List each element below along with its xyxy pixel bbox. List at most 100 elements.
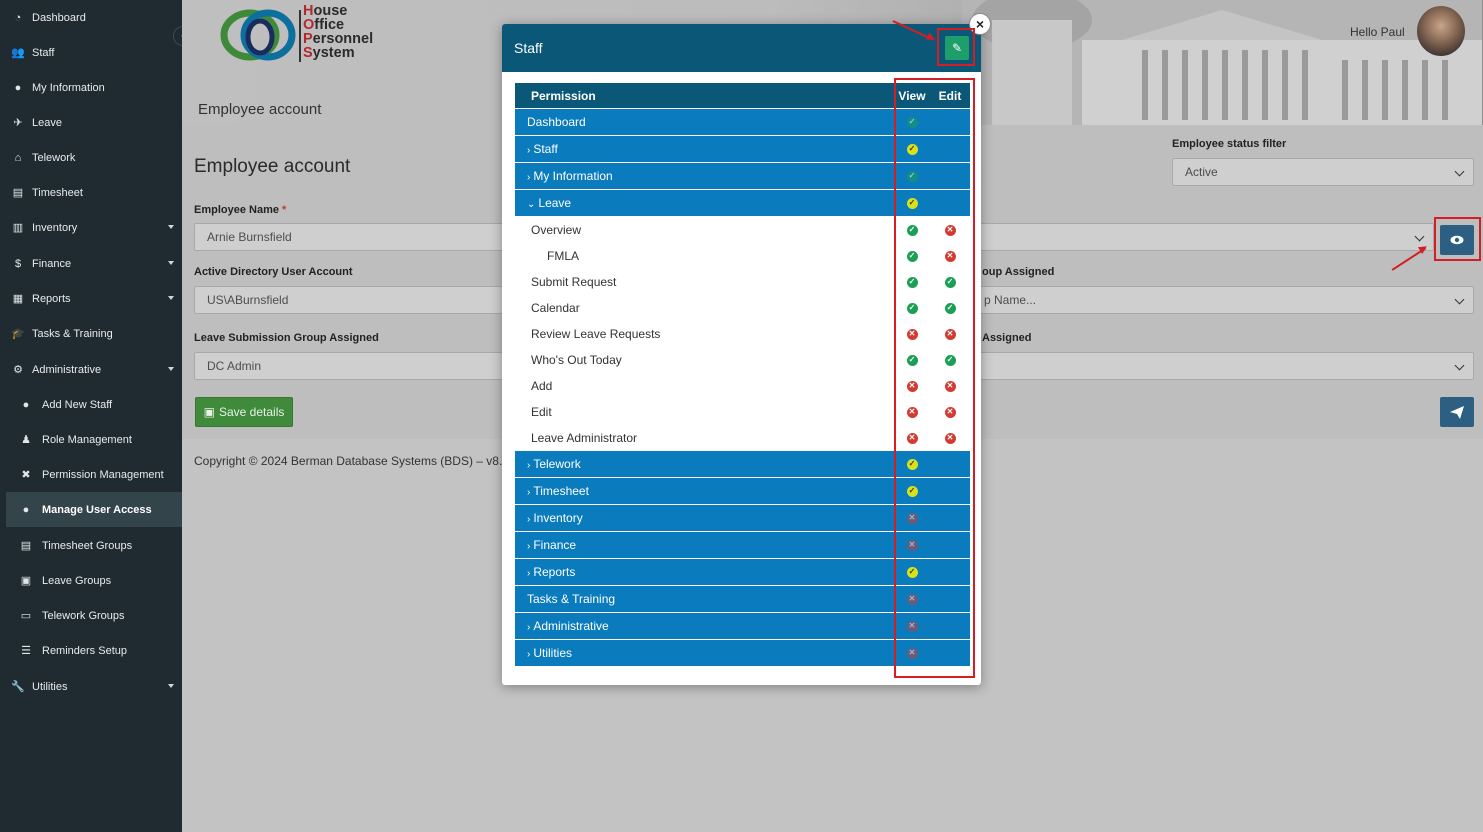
check-circle-icon[interactable]: ✓: [944, 276, 956, 288]
permission-label: Add: [531, 379, 553, 393]
modal-header: Staff ✎: [502, 24, 981, 72]
permission-name: Tasks & Training: [527, 592, 615, 606]
sidebar-item-dashboard[interactable]: ◔ Dashboard: [0, 0, 182, 35]
permission-label: Reports: [533, 565, 576, 579]
times-circle-icon[interactable]: ✕: [906, 380, 918, 392]
times-circle-icon[interactable]: ✕: [906, 647, 918, 659]
sidebar-item-staff[interactable]: 👥 Staff: [0, 35, 182, 70]
save-icon: ▣: [203, 405, 215, 419]
col-view: View: [898, 88, 926, 103]
sidebar-item-tasks-training[interactable]: 🎓 Tasks & Training: [0, 316, 182, 351]
sidebar-item-telework-groups[interactable]: ▭ Telework Groups: [0, 598, 182, 633]
sidebar-item-leave[interactable]: ✈ Leave: [0, 105, 182, 140]
leave-group-select[interactable]: DC Admin: [194, 352, 524, 380]
sidebar-item-permission-management[interactable]: ✖ Permission Management: [0, 457, 182, 492]
times-circle-icon[interactable]: ✕: [944, 432, 956, 444]
permission-label: Utilities: [533, 646, 573, 660]
sidebar-item-manage-user-access[interactable]: ● Manage User Access: [6, 492, 182, 527]
times-circle-icon[interactable]: ✕: [944, 380, 956, 392]
logo-initial: O: [303, 17, 315, 33]
chevron-down-icon: [1454, 166, 1465, 177]
view-cell: ✓: [898, 197, 926, 209]
sidebar-item-my-information[interactable]: ● My Information: [0, 70, 182, 105]
chart-icon: ▥: [12, 222, 24, 234]
times-circle-icon[interactable]: ✕: [906, 539, 918, 551]
assigned-select[interactable]: [977, 352, 1474, 380]
permission-name: Edit: [531, 405, 552, 419]
send-button[interactable]: [1440, 397, 1474, 427]
edit-icon: ✎: [951, 41, 963, 55]
view-cell: ✕: [898, 593, 926, 605]
permission-label: My Information: [533, 169, 613, 183]
permission-name: › Administrative: [527, 619, 609, 633]
avatar[interactable]: [1417, 6, 1465, 56]
check-circle-icon[interactable]: ✓: [944, 354, 956, 366]
sidebar-item-reports[interactable]: ▦ Reports: [0, 281, 182, 316]
times-circle-icon[interactable]: ✕: [906, 620, 918, 632]
sidebar-item-label: Inventory: [32, 221, 78, 234]
times-circle-icon[interactable]: ✕: [906, 406, 918, 418]
check-circle-icon[interactable]: ✓: [906, 354, 918, 366]
times-circle-icon[interactable]: ✕: [906, 328, 918, 340]
sidebar-item-administrative[interactable]: ⚙ Administrative: [0, 352, 182, 387]
leave-group-label: Leave Submission Group Assigned: [194, 332, 379, 344]
wrench-icon: 🔧: [11, 681, 25, 693]
check-circle-icon[interactable]: ✓: [906, 250, 918, 262]
partial-check-icon[interactable]: ✓: [906, 566, 918, 578]
view-cell: ✕: [898, 539, 926, 551]
times-circle-icon[interactable]: ✕: [944, 406, 956, 418]
caret-down-icon: [168, 225, 174, 229]
sidebar-item-timesheet-groups[interactable]: ▤ Timesheet Groups: [0, 528, 182, 563]
group-assigned-select[interactable]: p Name...: [977, 286, 1474, 314]
status-filter-label: Employee status filter: [1172, 138, 1287, 150]
ad-account-field[interactable]: US\ABurnsfield: [194, 286, 524, 314]
permission-name: Add: [531, 379, 552, 393]
partial-check-icon[interactable]: ✓: [906, 197, 918, 209]
sidebar-item-timesheet[interactable]: ▤ Timesheet: [0, 175, 182, 210]
view-cell: ✓: [898, 250, 926, 262]
chevron-right-icon: ›: [527, 460, 531, 471]
times-circle-icon[interactable]: ✕: [906, 593, 918, 605]
partial-check-icon[interactable]: ✓: [906, 485, 918, 497]
partial-check-icon[interactable]: ✓: [906, 143, 918, 155]
permission-label: FMLA: [547, 249, 580, 263]
permission-name: › Utilities: [527, 646, 572, 660]
view-cell: ✓: [898, 302, 926, 314]
permission-label: Telework: [533, 457, 581, 471]
check-circle-icon[interactable]: ✓: [944, 302, 956, 314]
save-details-button[interactable]: ▣ Save details: [195, 397, 293, 427]
sidebar-item-add-new-staff[interactable]: ● Add New Staff: [0, 387, 182, 422]
check-circle-icon[interactable]: ✓: [906, 224, 918, 236]
group-assigned-label: oup Assigned: [982, 266, 1055, 278]
times-circle-icon[interactable]: ✕: [944, 250, 956, 262]
check-circle-icon[interactable]: ✓: [906, 276, 918, 288]
check-circle-icon[interactable]: ✓: [906, 116, 918, 128]
sidebar-item-role-management[interactable]: ♟ Role Management: [0, 422, 182, 457]
sidebar-item-inventory[interactable]: ▥ Inventory: [0, 210, 182, 245]
sidebar-item-label: My Information: [32, 81, 105, 94]
sidebar-item-leave-groups[interactable]: ▣ Leave Groups: [0, 563, 182, 598]
times-circle-icon[interactable]: ✕: [906, 432, 918, 444]
view-permissions-button[interactable]: [1440, 225, 1474, 255]
logo-word: ersonnel: [312, 31, 374, 47]
sidebar-item-finance[interactable]: $ Finance: [0, 246, 182, 281]
view-cell: ✓: [898, 116, 926, 128]
partial-check-icon[interactable]: ✓: [906, 458, 918, 470]
times-circle-icon[interactable]: ✕: [944, 224, 956, 236]
required-marker: *: [282, 204, 287, 216]
sidebar-item-reminders-setup[interactable]: ☰ Reminders Setup: [0, 633, 182, 668]
sidebar-item-utilities[interactable]: 🔧 Utilities: [0, 669, 182, 704]
permission-label: Submit Request: [531, 275, 617, 289]
permission-label: Dashboard: [527, 115, 586, 129]
check-circle-icon[interactable]: ✓: [906, 170, 918, 182]
sidebar-item-label: Manage User Access: [42, 503, 152, 516]
logo-text: House Office Personnel System: [303, 4, 374, 61]
edit-permissions-button[interactable]: ✎: [945, 36, 969, 60]
logo-word: ffice: [314, 17, 345, 33]
times-circle-icon[interactable]: ✕: [906, 512, 918, 524]
status-filter-select[interactable]: Active: [1172, 158, 1474, 186]
times-circle-icon[interactable]: ✕: [944, 328, 956, 340]
view-cell: ✕: [898, 620, 926, 632]
sidebar-item-telework[interactable]: ⌂ Telework: [0, 140, 182, 175]
check-circle-icon[interactable]: ✓: [906, 302, 918, 314]
